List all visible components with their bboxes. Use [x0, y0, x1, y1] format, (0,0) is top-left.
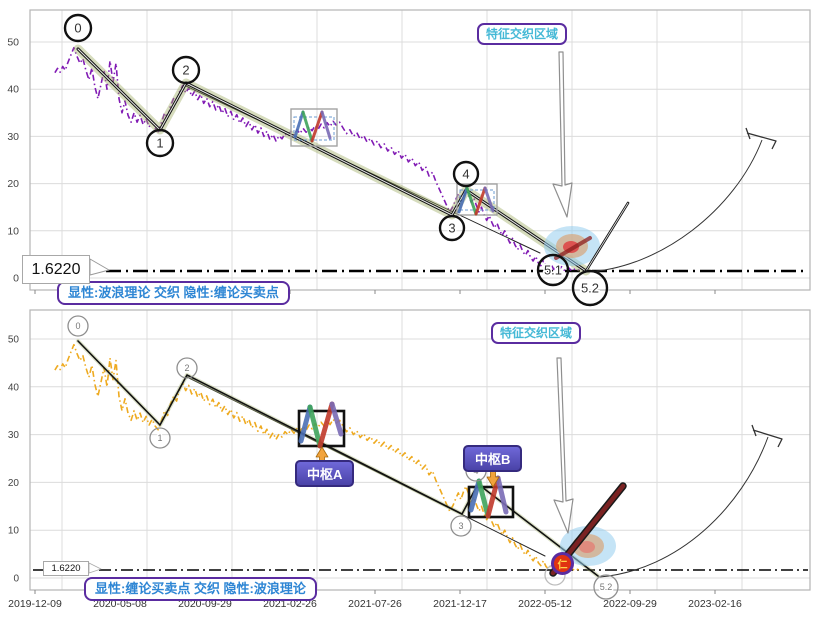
y-tick-label: 40 [8, 382, 20, 393]
wave-number-circle [452, 160, 480, 188]
caption-badge-top: 显性:波浪理论 交织 隐性:缠论买卖点 [57, 281, 290, 305]
wave-number-circle [536, 253, 570, 287]
buy-point-marker: 仁 [551, 552, 574, 575]
pivot-box-inner [293, 116, 335, 141]
y-tick-label: 40 [7, 84, 19, 96]
pivot-zigzag-a [298, 404, 313, 444]
wave-number-circle [438, 214, 466, 242]
x-tick-label: 2019-12-09 [8, 598, 62, 610]
x-tick-label: 2021-12-17 [433, 598, 487, 610]
x-tick-label: 2022-09-29 [603, 598, 657, 610]
focus-blob-core [579, 541, 595, 553]
feature-zone-badge-bottom: 特征交织区域 [491, 322, 582, 345]
y-tick-label: 30 [7, 131, 19, 143]
pivot-zigzag [301, 110, 314, 143]
pivot-box-b [467, 485, 515, 519]
wave-number-circle [176, 357, 198, 379]
wave-line-highlight [77, 48, 587, 272]
wave-number-circle [63, 13, 93, 43]
caption-badge-bottom: 显性:缠论买卖点 交织 隐性:波浪理论 [84, 577, 317, 601]
x-tick-label: 2021-07-26 [348, 598, 402, 610]
down-arrow [553, 357, 574, 534]
wave-number-circle [593, 574, 619, 600]
wave-number-circle [571, 269, 609, 307]
pivot-zigzag-b [495, 475, 509, 515]
wave-number-text: 5.2 [600, 582, 613, 592]
x-tick-label: 2023-02-16 [688, 598, 742, 610]
pivot-zigzag [310, 110, 324, 143]
wave-number-circle [145, 128, 175, 158]
pivot-zigzag-a [329, 401, 344, 437]
pivot-zigzag-2 [474, 186, 487, 216]
pivot-zigzag-a [317, 401, 335, 449]
down-arrow [552, 51, 573, 218]
pivot-a-badge: 中枢A [295, 460, 355, 487]
level-callout-top: 1.6220 [22, 255, 90, 284]
wave-number-circle [450, 515, 472, 537]
pivot-box-outer [290, 108, 338, 147]
wave-number-text: 1 [156, 136, 163, 151]
pivot-zigzag-a [307, 404, 323, 449]
wave-number-text: 4 [462, 167, 469, 182]
y-tick-label: 10 [7, 225, 19, 237]
level-callout-pointer [88, 562, 102, 574]
x-tick-label: 2022-05-12 [518, 598, 572, 610]
level-callout-bottom: 1.6220 [43, 561, 89, 576]
y-tick-label: 10 [8, 526, 20, 537]
pivot-b-badge: 中枢B [463, 445, 523, 472]
pivot-zigzag [320, 110, 332, 140]
wave-number-circle [171, 55, 201, 85]
wave-number-circle [67, 315, 89, 337]
pivot-zigzag-2 [457, 186, 469, 214]
red-streak [554, 236, 592, 260]
level-callout-pointer [89, 258, 110, 276]
x-tick-label: 2020-09-29 [178, 598, 232, 610]
projection-arc-cap [745, 127, 777, 150]
price-line [54, 46, 579, 272]
wave-number-text: 5.1 [544, 263, 562, 278]
pivot-zigzag-b [476, 478, 491, 519]
y-tick-label: 0 [13, 273, 19, 285]
y-tick-label: 20 [7, 178, 19, 190]
y-tick-label: 50 [8, 335, 20, 346]
projection-arc [599, 436, 769, 578]
x-tick-label: 2020-05-08 [93, 598, 147, 610]
y-tick-label: 0 [13, 574, 19, 585]
wave-number-text: 3 [458, 521, 463, 531]
y-tick-label: 20 [8, 478, 20, 489]
breakout-line-highlight [585, 202, 629, 272]
wave-number-text: 2 [184, 363, 189, 373]
wave-number-text: 5.2 [581, 281, 599, 296]
pivot-zigzag-b [485, 475, 501, 519]
feature-zone-badge-top: 特征交织区域 [477, 23, 568, 46]
wave-number-text: 2 [182, 63, 189, 78]
x-tick-label: 2021-02-26 [263, 598, 317, 610]
panel-frame [29, 309, 811, 591]
pivot-zigzag-2 [465, 186, 478, 216]
wave-number-text: 0 [75, 321, 80, 331]
projection-arc [586, 139, 763, 273]
wave-number-text: 0 [74, 21, 81, 36]
panel-frame [29, 9, 811, 291]
pivot-zigzag-2 [483, 186, 495, 213]
wave-glow [73, 44, 591, 276]
trend-channel-line [186, 376, 546, 557]
wave-number-text: 1 [157, 433, 162, 443]
wave-number-circle [149, 427, 171, 449]
pivot-zigzag [293, 110, 305, 139]
y-tick-label: 50 [7, 37, 19, 49]
wave-line [77, 340, 599, 577]
y-tick-label: 30 [8, 430, 20, 441]
wave-number-text: 3 [448, 221, 455, 236]
projection-arc-cap [751, 424, 783, 448]
panel-top: 50 40 30 20 10 0 0 1 2 3 4 5.1 5.2 [7, 9, 811, 307]
